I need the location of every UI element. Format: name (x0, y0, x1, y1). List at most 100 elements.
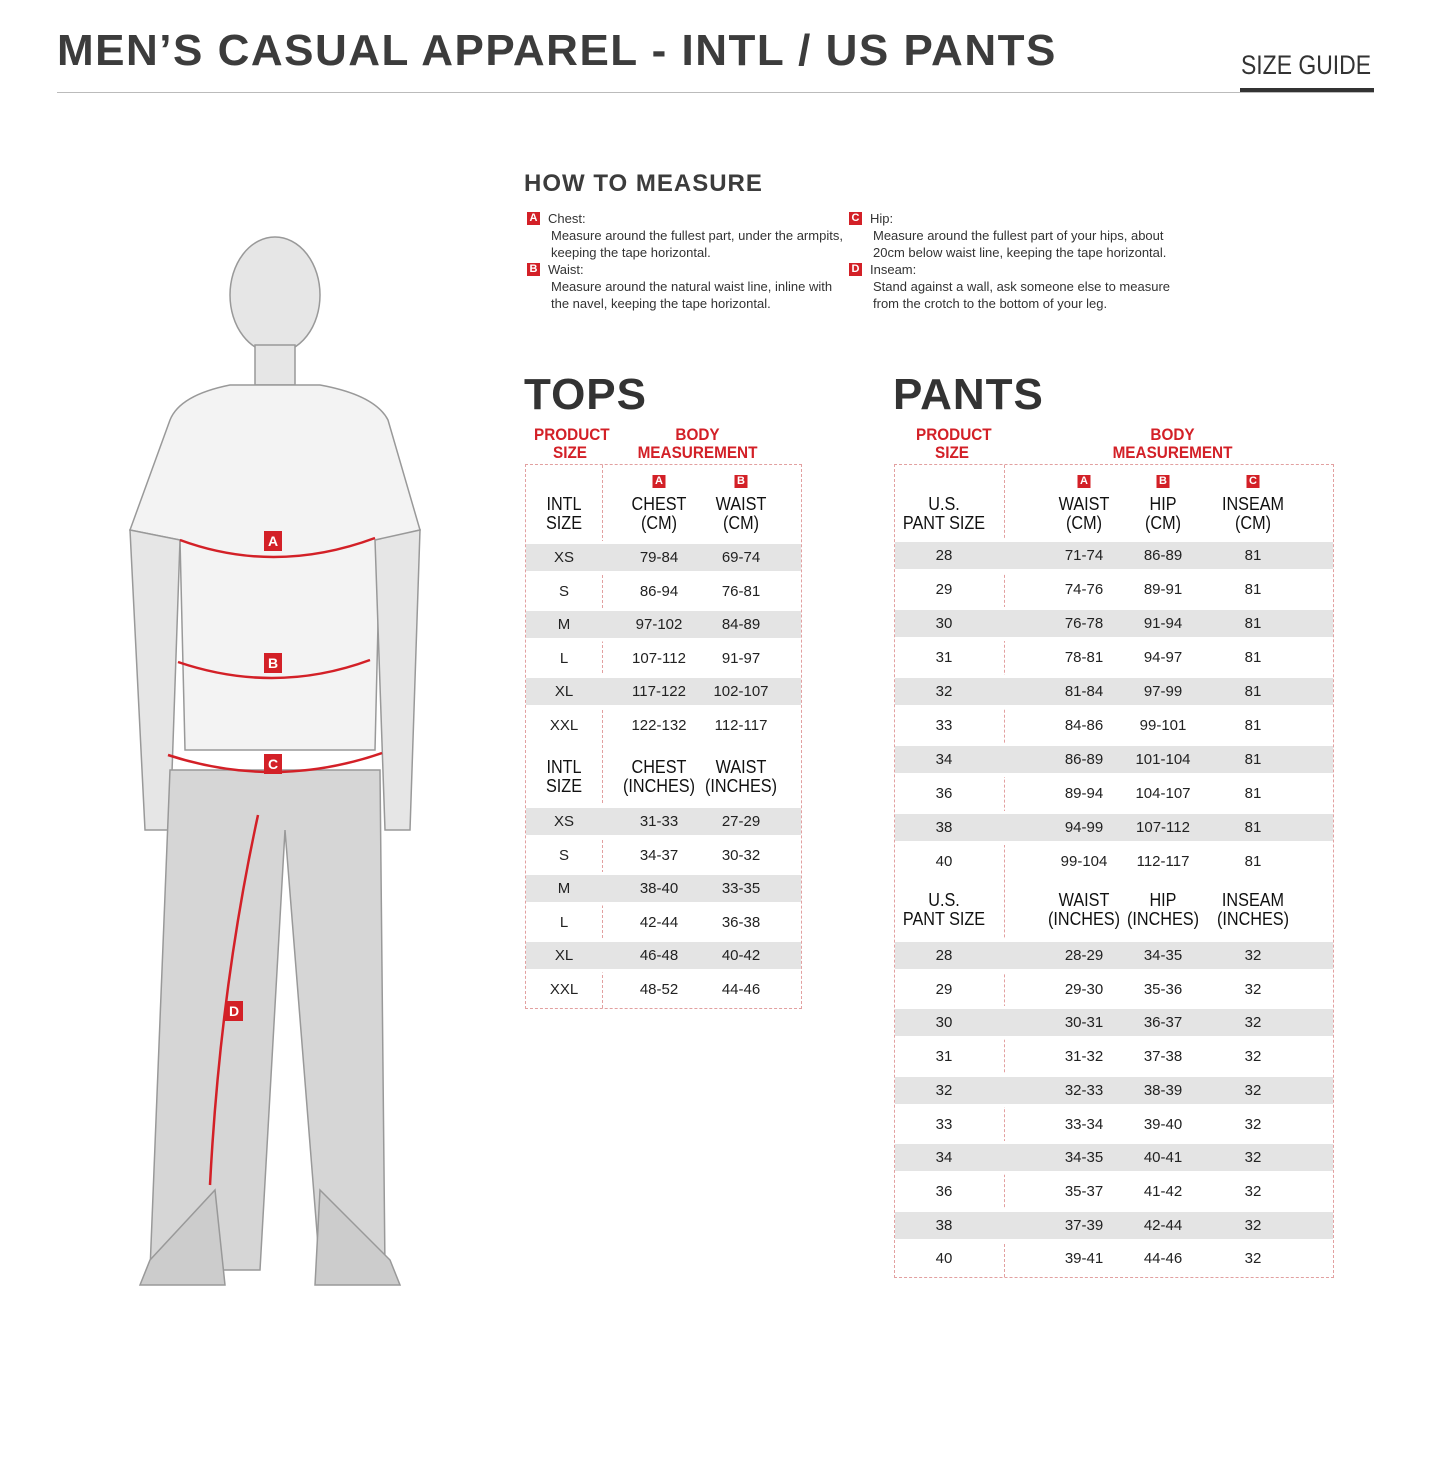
measurement-cell: 42-44 (639, 913, 679, 931)
size-cell: 31 (935, 649, 953, 666)
column-header: U.S. PANT SIZE (902, 890, 986, 929)
table-row: 30 30-31 36-37 32 (895, 1006, 1333, 1041)
measurement-cell: 91-94 (1143, 615, 1183, 632)
size-cell: XXL (549, 980, 579, 998)
column-divider (1004, 465, 1005, 1277)
column-header: INSEAM (INCHES) (1217, 890, 1289, 929)
measurement-cell: 31-32 (1064, 1048, 1104, 1066)
size-cell: 40 (935, 1250, 953, 1268)
size-cell: XXL (549, 716, 579, 734)
measurement-cell: 33-35 (721, 880, 761, 897)
page-title: MEN’S CASUAL APPAREL - INTL / US PANTS (57, 26, 1057, 75)
pants-body-measurement-heading: BODY MEASUREMENT (1112, 425, 1233, 462)
measurement-cell: 35-36 (1143, 980, 1183, 998)
table-row: 32 81-84 97-99 81 (895, 675, 1333, 709)
measure-desc: Measure around the natural waist line, i… (551, 279, 833, 311)
column-header: WAIST (CM) (1058, 494, 1110, 533)
marker-d: D (229, 1003, 239, 1019)
measurement-cell: 32 (1244, 1149, 1262, 1167)
measurement-cell: 44-46 (721, 980, 761, 998)
table-row: L 42-44 36-38 (526, 906, 801, 940)
measurement-cell: 102-107 (713, 683, 769, 700)
table-row: 28 71-74 86-89 81 (895, 539, 1333, 573)
measurement-cell: 86-89 (1064, 751, 1104, 768)
measurement-cell: 29-30 (1064, 980, 1104, 998)
tops-table: A B INTL SIZE CHEST (CM) WAIST (CM) XS 79-84 69… (525, 464, 802, 1009)
size-cell: 34 (935, 1149, 953, 1167)
measurement-cell: 32 (1244, 1250, 1262, 1268)
size-cell: 33 (935, 1115, 953, 1133)
size-cell: 36 (935, 785, 953, 802)
measurement-cell: 107-112 (632, 649, 686, 667)
table-row: XL 46-48 40-42 (526, 939, 801, 973)
measurement-cell: 40-41 (1143, 1149, 1183, 1167)
measurement-cell: 81 (1244, 649, 1262, 666)
measurement-cell: 27-29 (721, 813, 761, 830)
measurement-cell: 89-94 (1064, 785, 1104, 802)
table-row: 30 76-78 91-94 81 (895, 607, 1333, 641)
measurement-cell: 41-42 (1143, 1182, 1183, 1200)
column-header: WAIST (CM) (715, 494, 767, 533)
measurement-cell: 86-89 (1143, 547, 1183, 564)
measurement-cell: 84-89 (721, 616, 761, 633)
size-cell: L (559, 913, 569, 931)
model-figure: A B C D (128, 236, 421, 1286)
marker-c: C (268, 756, 278, 772)
badge-a: A (1077, 475, 1091, 488)
measure-label: Hip: (870, 211, 894, 226)
column-header: CHEST (CM) (631, 494, 687, 533)
table-row: XS 79-84 69-74 (526, 541, 801, 575)
measurement-cell: 30-32 (721, 846, 761, 864)
column-header: CHEST (INCHES) (623, 757, 695, 796)
measurement-cell: 48-52 (639, 980, 679, 998)
tops-title: TOPS (524, 370, 648, 419)
size-cell: 28 (935, 947, 953, 964)
measurement-cell: 32 (1244, 1048, 1262, 1066)
measurement-cell: 32 (1244, 1081, 1262, 1099)
size-cell: 34 (935, 751, 953, 768)
size-cell: 36 (935, 1182, 953, 1200)
measurement-cell: 122-132 (631, 716, 687, 734)
measure-hip: C Hip: Measure around the fullest part of… (849, 210, 1179, 261)
measurement-cell: 34-35 (1064, 1149, 1104, 1167)
measurement-cell: 99-101 (1139, 717, 1187, 734)
table-row: XXL 48-52 44-46 (526, 973, 801, 1007)
size-guide-label: SIZE GUIDE (1241, 50, 1372, 80)
measurement-cell: 81 (1244, 819, 1262, 836)
table-row: S 86-94 76-81 (526, 575, 801, 609)
table-row: 40 99-104 112-117 81 (895, 845, 1333, 879)
measurement-cell: 32 (1244, 1216, 1262, 1234)
measurement-cell: 34-35 (1143, 947, 1183, 964)
measurement-cell: 37-39 (1064, 1216, 1104, 1234)
measurement-cell: 32 (1244, 947, 1262, 964)
badge-b: B (527, 263, 540, 276)
size-cell: XL (554, 683, 574, 700)
marker-b: B (268, 655, 278, 671)
measurement-cell: 112-117 (714, 716, 768, 734)
measurement-cell: 84-86 (1064, 717, 1104, 734)
badge-a: A (652, 475, 666, 488)
table-row: 33 33-34 39-40 32 (895, 1108, 1333, 1142)
column-header: U.S. PANT SIZE (902, 494, 986, 533)
measurement-cell: 101-104 (1135, 751, 1191, 768)
measurement-cell: 86-94 (639, 582, 679, 600)
measure-chest: A Chest: Measure around the fullest part,… (527, 210, 847, 261)
table-row: XL 117-122 102-107 (526, 675, 801, 709)
measurement-cell: 32 (1244, 980, 1262, 998)
measurement-cell: 42-44 (1143, 1216, 1183, 1234)
measurement-cell: 81 (1244, 751, 1262, 768)
measurement-cell: 38-39 (1143, 1081, 1183, 1099)
measure-label: Inseam: (870, 262, 917, 277)
measurement-cell: 81 (1244, 717, 1262, 734)
measurement-cell: 32 (1244, 1115, 1262, 1133)
pants-product-size-heading: PRODUCT SIZE (916, 425, 992, 462)
measurement-cell: 32-33 (1064, 1081, 1104, 1099)
measurement-cell: 40-42 (721, 947, 761, 964)
table-row: XXL 122-132 112-117 (526, 709, 801, 743)
measurement-cell: 97-102 (635, 616, 683, 633)
measure-label: Waist: (548, 262, 584, 277)
size-cell: S (558, 846, 570, 864)
column-header: HIP (INCHES) (1127, 890, 1199, 929)
column-divider (602, 465, 603, 1008)
column-header: INSEAM (CM) (1221, 494, 1285, 533)
